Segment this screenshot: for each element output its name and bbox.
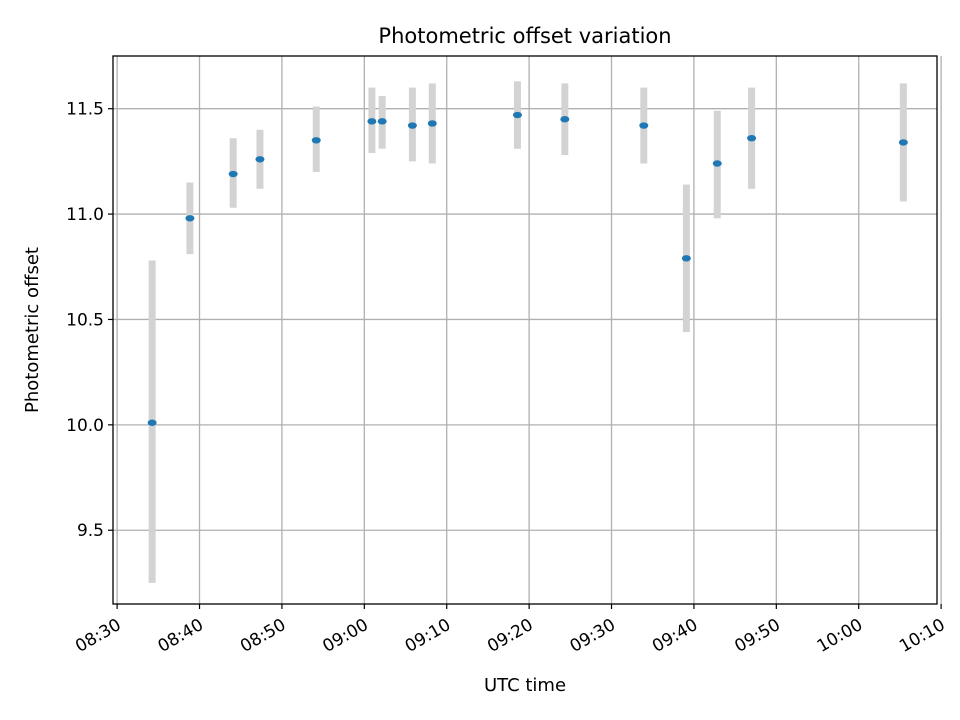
data-point (712, 160, 722, 167)
data-point (147, 419, 157, 426)
data-point (367, 118, 377, 125)
data-points (147, 111, 908, 426)
plot-frame (112, 55, 938, 605)
data-point (639, 122, 649, 129)
data-point (185, 215, 195, 222)
data-point (681, 255, 691, 262)
data-point (427, 120, 437, 127)
y-axis-ticks: 9.5 10.0 10.5 11.0 11.5 (66, 100, 113, 541)
y-tick-label: 10.5 (66, 310, 104, 330)
y-axis-label: Photometric offset (22, 247, 43, 413)
y-tick-label: 10.0 (66, 416, 104, 436)
y-tick-label: 11.5 (66, 100, 104, 120)
data-point (747, 135, 757, 142)
grid (113, 56, 942, 604)
x-axis-label: UTC time (484, 675, 566, 696)
y-tick-label: 11.0 (66, 205, 104, 225)
y-tick-label: 9.5 (77, 521, 104, 541)
data-point (228, 170, 238, 178)
data-point (377, 118, 387, 125)
data-point (407, 122, 417, 129)
data-point (560, 116, 570, 123)
data-point (311, 137, 321, 144)
chart-title: Photometric offset variation (378, 24, 671, 48)
data-point (512, 111, 522, 119)
plot-area (113, 56, 937, 604)
data-point (255, 156, 265, 163)
data-point (898, 139, 908, 146)
